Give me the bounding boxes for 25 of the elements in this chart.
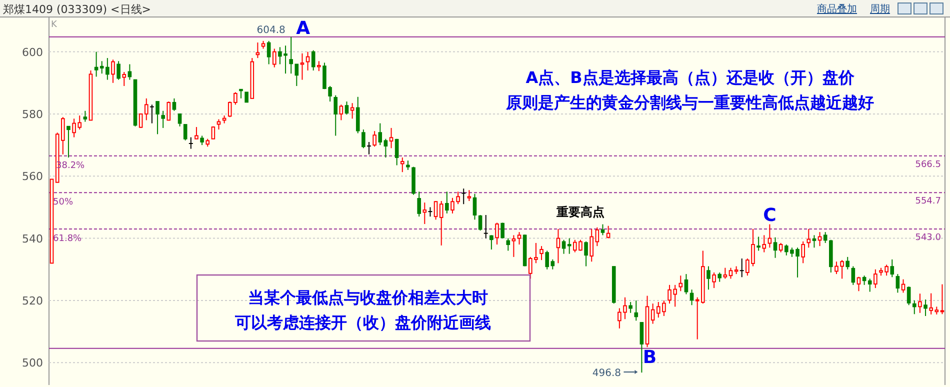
ref-line-label: 543.0 <box>915 232 942 243</box>
annotation: A点、B点是选择最高（点）还是收（开）盘价 <box>526 68 856 87</box>
y-tick-label: 600 <box>22 46 43 59</box>
ref-line-label: 566.5 <box>915 160 941 170</box>
y-tick-label: 560 <box>22 170 43 184</box>
y-tick-label: 540 <box>22 232 43 246</box>
ref-line-label: 554.7 <box>915 196 941 207</box>
y-tick-label: 500 <box>22 356 43 370</box>
annotation: 61.8% <box>53 234 82 244</box>
annotation: 重要高点 <box>555 205 604 219</box>
y-tick-label: 580 <box>22 108 43 121</box>
annotation: K <box>51 20 58 30</box>
annotation: 604.8 <box>256 25 286 36</box>
annotation: 可以考虑连接开（收）盘价附近画线 <box>234 313 491 332</box>
annotation: 496.8 <box>592 368 622 379</box>
y-tick-label: 520 <box>22 294 43 308</box>
annotation: C <box>763 205 776 226</box>
annotation: B <box>642 347 657 368</box>
annotation: 50% <box>53 198 74 208</box>
text: 周期 <box>870 3 890 15</box>
annotation: 当某个最低点与收盘价相差太大时 <box>248 288 488 307</box>
annotation: 原则是产生的黄金分割线与一重要性高低点越近越好 <box>505 93 874 112</box>
chart-title: 郑煤1409 (033309) <日线> <box>3 3 151 16</box>
text: 商品叠加 <box>817 3 857 15</box>
annotation: A <box>296 18 310 39</box>
